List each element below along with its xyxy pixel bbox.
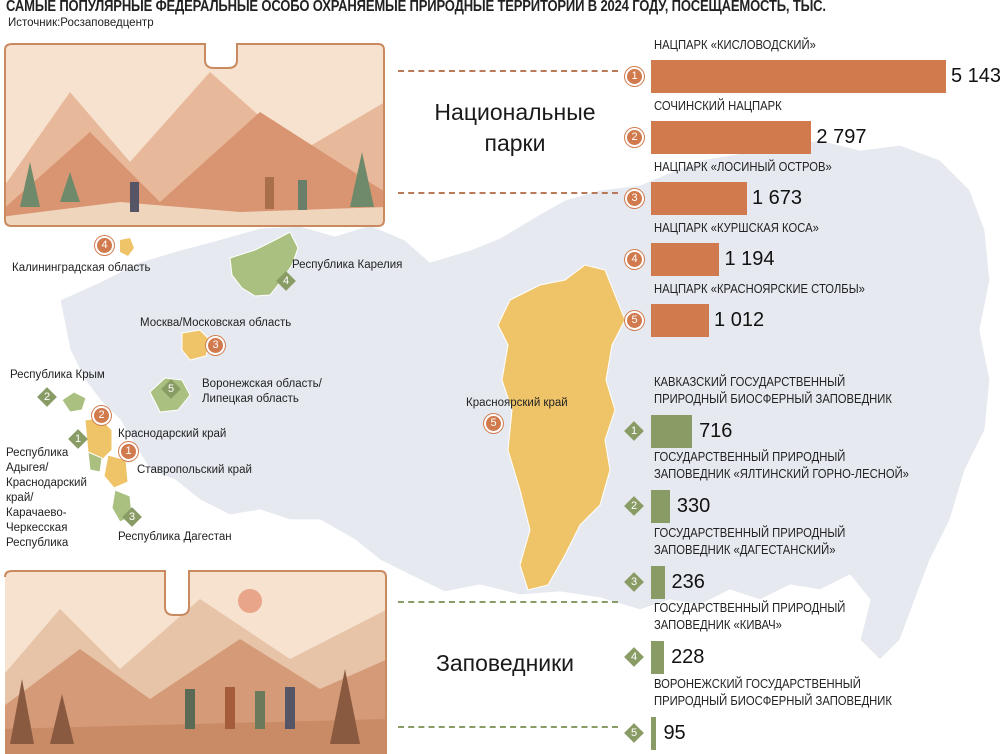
reserves-illustration: [4, 570, 387, 754]
map-label-line: Черкесская: [6, 522, 68, 534]
leader-line: [398, 726, 618, 728]
map-marker-reserve: 2: [37, 387, 57, 407]
bar-category-label: ГОСУДАРСТВЕННЫЙ ПРИРОДНЫЙ: [654, 601, 846, 615]
map-label-karelia: Республика Карелия: [292, 259, 403, 271]
bar-category-label: СОЧИНСКИЙ НАЦПАРК: [654, 99, 782, 113]
bar-category-label: НАЦПАРК «КРАСНОЯРСКИЕ СТОЛБЫ»: [654, 282, 865, 296]
map-label-line: край/: [6, 492, 34, 504]
map-label-line: Воронежская область/: [202, 378, 322, 390]
map-marker-reserve: 3: [122, 507, 142, 527]
map-marker-reserve: 5: [161, 379, 181, 399]
map-label-moscow: Москва/Московская область: [140, 317, 292, 329]
adygea-region: [87, 451, 103, 473]
chart-source: Источник:Росзаповедцентр: [8, 17, 154, 29]
bar-rank-badge: 4: [624, 647, 644, 667]
crimea-region: [61, 391, 87, 413]
bar-rank-number: 1: [630, 425, 638, 437]
parks-illustration: [4, 43, 385, 227]
map-label-krasnodar: Краснодарский край: [118, 428, 227, 440]
map-label-line: Липецкая область: [202, 393, 299, 405]
bar-category-label: НАЦПАРК «КИСЛОВОДСКИЙ»: [654, 38, 816, 52]
map-label-crimea: Республика Крым: [10, 369, 105, 381]
map-marker-reserve: 4: [276, 271, 296, 291]
bar-rank-badge: 5: [624, 723, 644, 743]
bar-value-label: 228: [671, 646, 705, 668]
bar-category-label: ПРИРОДНЫЙ БИОСФЕРНЫЙ ЗАПОВЕДНИК: [654, 694, 892, 708]
bar-rank-badge: 5: [627, 313, 642, 328]
bar-value-label: 1 194: [724, 248, 775, 270]
map-label-line: Карачаево-: [6, 507, 67, 519]
bar-category-label: ГОСУДАРСТВЕННЫЙ ПРИРОДНЫЙ: [654, 450, 846, 464]
map-marker-park: 1: [121, 444, 136, 459]
map-label-stavropol: Ставропольский край: [137, 464, 252, 476]
map-label-line: Адыгея/: [6, 462, 49, 474]
bar-rank-badge: 1: [627, 69, 642, 84]
bar-rank-badge: 1: [624, 421, 644, 441]
map-label-dagestan: Республика Дагестан: [118, 531, 232, 543]
bar-category-label: ВОРОНЕЖСКИЙ ГОСУДАРСТВЕННЫЙ: [654, 677, 861, 691]
bar-value-label: 1 012: [714, 309, 765, 331]
bar-category-label: КАВКАЗСКИЙ ГОСУДАРСТВЕННЫЙ: [654, 375, 846, 389]
bar-rank-number: 4: [630, 651, 638, 663]
krasnoyarsk-region: [497, 264, 626, 591]
leader-line: [398, 70, 618, 72]
bar-value-label: 5 143: [951, 65, 1000, 87]
map-marker-park: 4: [97, 238, 112, 253]
bar-category-label: НАЦПАРК «ЛОСИНЫЙ ОСТРОВ»: [654, 160, 832, 174]
chart-title: САМЫЕ ПОПУЛЯРНЫЕ ФЕДЕРАЛЬНЫЕ ОСОБО ОХРАН…: [6, 0, 826, 15]
map-label-voronezh: Воронежская область/ Липецкая область: [202, 377, 322, 407]
moscow-region: [181, 329, 211, 361]
map-label-adygea: Республика Адыгея/ Краснодарский край/ К…: [6, 446, 87, 551]
bar-park: [651, 60, 946, 93]
bar-park: [651, 304, 710, 337]
bar-rank-number: 2: [630, 500, 638, 512]
map-label-line: Республика: [6, 537, 69, 549]
map-label-line: Краснодарский: [6, 477, 87, 489]
section-title-reserves: Заповедники: [435, 650, 575, 676]
bar-value-label: 2 797: [816, 126, 867, 148]
map-label-kaliningrad: Калининградская область: [12, 262, 151, 274]
bar-value-label: 95: [663, 722, 686, 744]
leader-line: [398, 601, 618, 603]
map-marker-reserve: 1: [68, 429, 88, 449]
stavropol-region: [103, 454, 129, 489]
bar-park: [651, 121, 812, 154]
bar-rank-badge: 2: [627, 130, 642, 145]
bar-value-label: 1 673: [751, 187, 803, 209]
bar-reserve: [651, 641, 665, 674]
bar-category-label: ЗАПОВЕДНИК «КИВАЧ»: [654, 618, 782, 632]
bar-rank-number: 3: [630, 576, 638, 588]
bar-reserve: [651, 415, 693, 448]
map-label-krasnoyarsk: Красноярский край: [466, 397, 568, 409]
bar-reserve: [651, 566, 665, 599]
bar-category-label: ЗАПОВЕДНИК «ДАГЕСТАНСКИЙ»: [654, 543, 836, 557]
map-label-line: Республика: [6, 447, 69, 459]
bar-rank-badge: 2: [624, 496, 644, 516]
bar-reserve: [651, 717, 657, 750]
map-marker-park: 5: [486, 416, 501, 431]
bar-rank-badge: 3: [627, 191, 642, 206]
bar-rank-badge: 3: [624, 572, 644, 592]
bar-reserve: [651, 490, 670, 523]
bar-category-label: ПРИРОДНЫЙ БИОСФЕРНЫЙ ЗАПОВЕДНИК: [654, 392, 892, 406]
bar-park: [651, 182, 747, 215]
bar-category-label: ГОСУДАРСТВЕННЫЙ ПРИРОДНЫЙ: [654, 526, 846, 540]
bar-category-label: НАЦПАРК «КУРШСКАЯ КОСА»: [654, 221, 819, 235]
bar-park: [651, 243, 720, 276]
leader-line: [398, 192, 618, 194]
bar-value-label: 716: [699, 420, 733, 442]
kaliningrad-region: [120, 238, 134, 256]
bar-value-label: 330: [676, 495, 711, 517]
bar-rank-number: 5: [630, 727, 638, 739]
bar-category-label: ЗАПОВЕДНИК «ЯЛТИНСКИЙ ГОРНО-ЛЕСНОЙ»: [654, 467, 909, 481]
map-marker-park: 3: [208, 338, 223, 353]
map-marker-park: 2: [94, 408, 109, 423]
section-title-parks: Национальные парки: [434, 99, 596, 156]
bar-value-label: 236: [671, 571, 705, 593]
bar-rank-badge: 4: [627, 252, 642, 267]
